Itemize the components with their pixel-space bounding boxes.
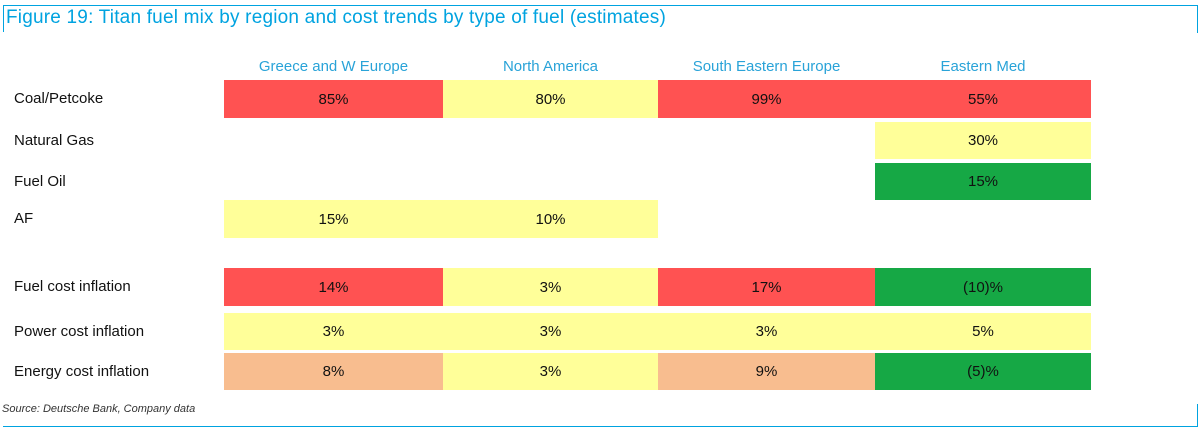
figure-frame-left bbox=[3, 6, 4, 32]
column-header-2: South Eastern Europe bbox=[692, 58, 841, 75]
table-cell: (5)% bbox=[875, 353, 1091, 390]
table-cell: 10% bbox=[443, 200, 658, 238]
table-cell: 17% bbox=[658, 268, 875, 306]
table-cell: 3% bbox=[443, 268, 658, 306]
table-cell: 85% bbox=[224, 80, 443, 118]
row-label: AF bbox=[14, 210, 34, 227]
figure-frame-right-top bbox=[1197, 5, 1198, 33]
figure-frame-top bbox=[3, 5, 1198, 6]
table-cell: 15% bbox=[875, 163, 1091, 200]
column-header-3: Eastern Med bbox=[940, 58, 1026, 75]
table-cell: 3% bbox=[224, 313, 443, 350]
table-cell: 3% bbox=[443, 313, 658, 350]
table-cell: 5% bbox=[875, 313, 1091, 350]
row-label: Power cost inflation bbox=[14, 322, 145, 340]
row-label: Natural Gas bbox=[14, 131, 95, 149]
column-header-0: Greece and W Europe bbox=[258, 58, 409, 75]
row-label: Fuel cost inflation bbox=[14, 278, 131, 295]
figure-frame-bottom bbox=[3, 426, 1198, 427]
table-cell: 8% bbox=[224, 353, 443, 390]
table-cell: 55% bbox=[875, 80, 1091, 118]
table-cell: 30% bbox=[875, 122, 1091, 159]
table-cell: (10)% bbox=[875, 268, 1091, 306]
row-label: Coal/Petcoke bbox=[14, 90, 104, 107]
row-label: Fuel Oil bbox=[14, 172, 66, 190]
figure-title: Figure 19: Titan fuel mix by region and … bbox=[6, 7, 666, 28]
table-cell: 3% bbox=[658, 313, 875, 350]
table-cell: 80% bbox=[443, 80, 658, 118]
column-header-1: North America bbox=[502, 58, 599, 75]
table-cell: 3% bbox=[443, 353, 658, 390]
table-cell: 99% bbox=[658, 80, 875, 118]
table-cell: 9% bbox=[658, 353, 875, 390]
table-cell: 15% bbox=[224, 200, 443, 238]
table-cell: 14% bbox=[224, 268, 443, 306]
figure-frame-right-bottom bbox=[1197, 404, 1198, 426]
source-note: Source: Deutsche Bank, Company data bbox=[2, 403, 196, 415]
row-label: Energy cost inflation bbox=[14, 362, 150, 380]
